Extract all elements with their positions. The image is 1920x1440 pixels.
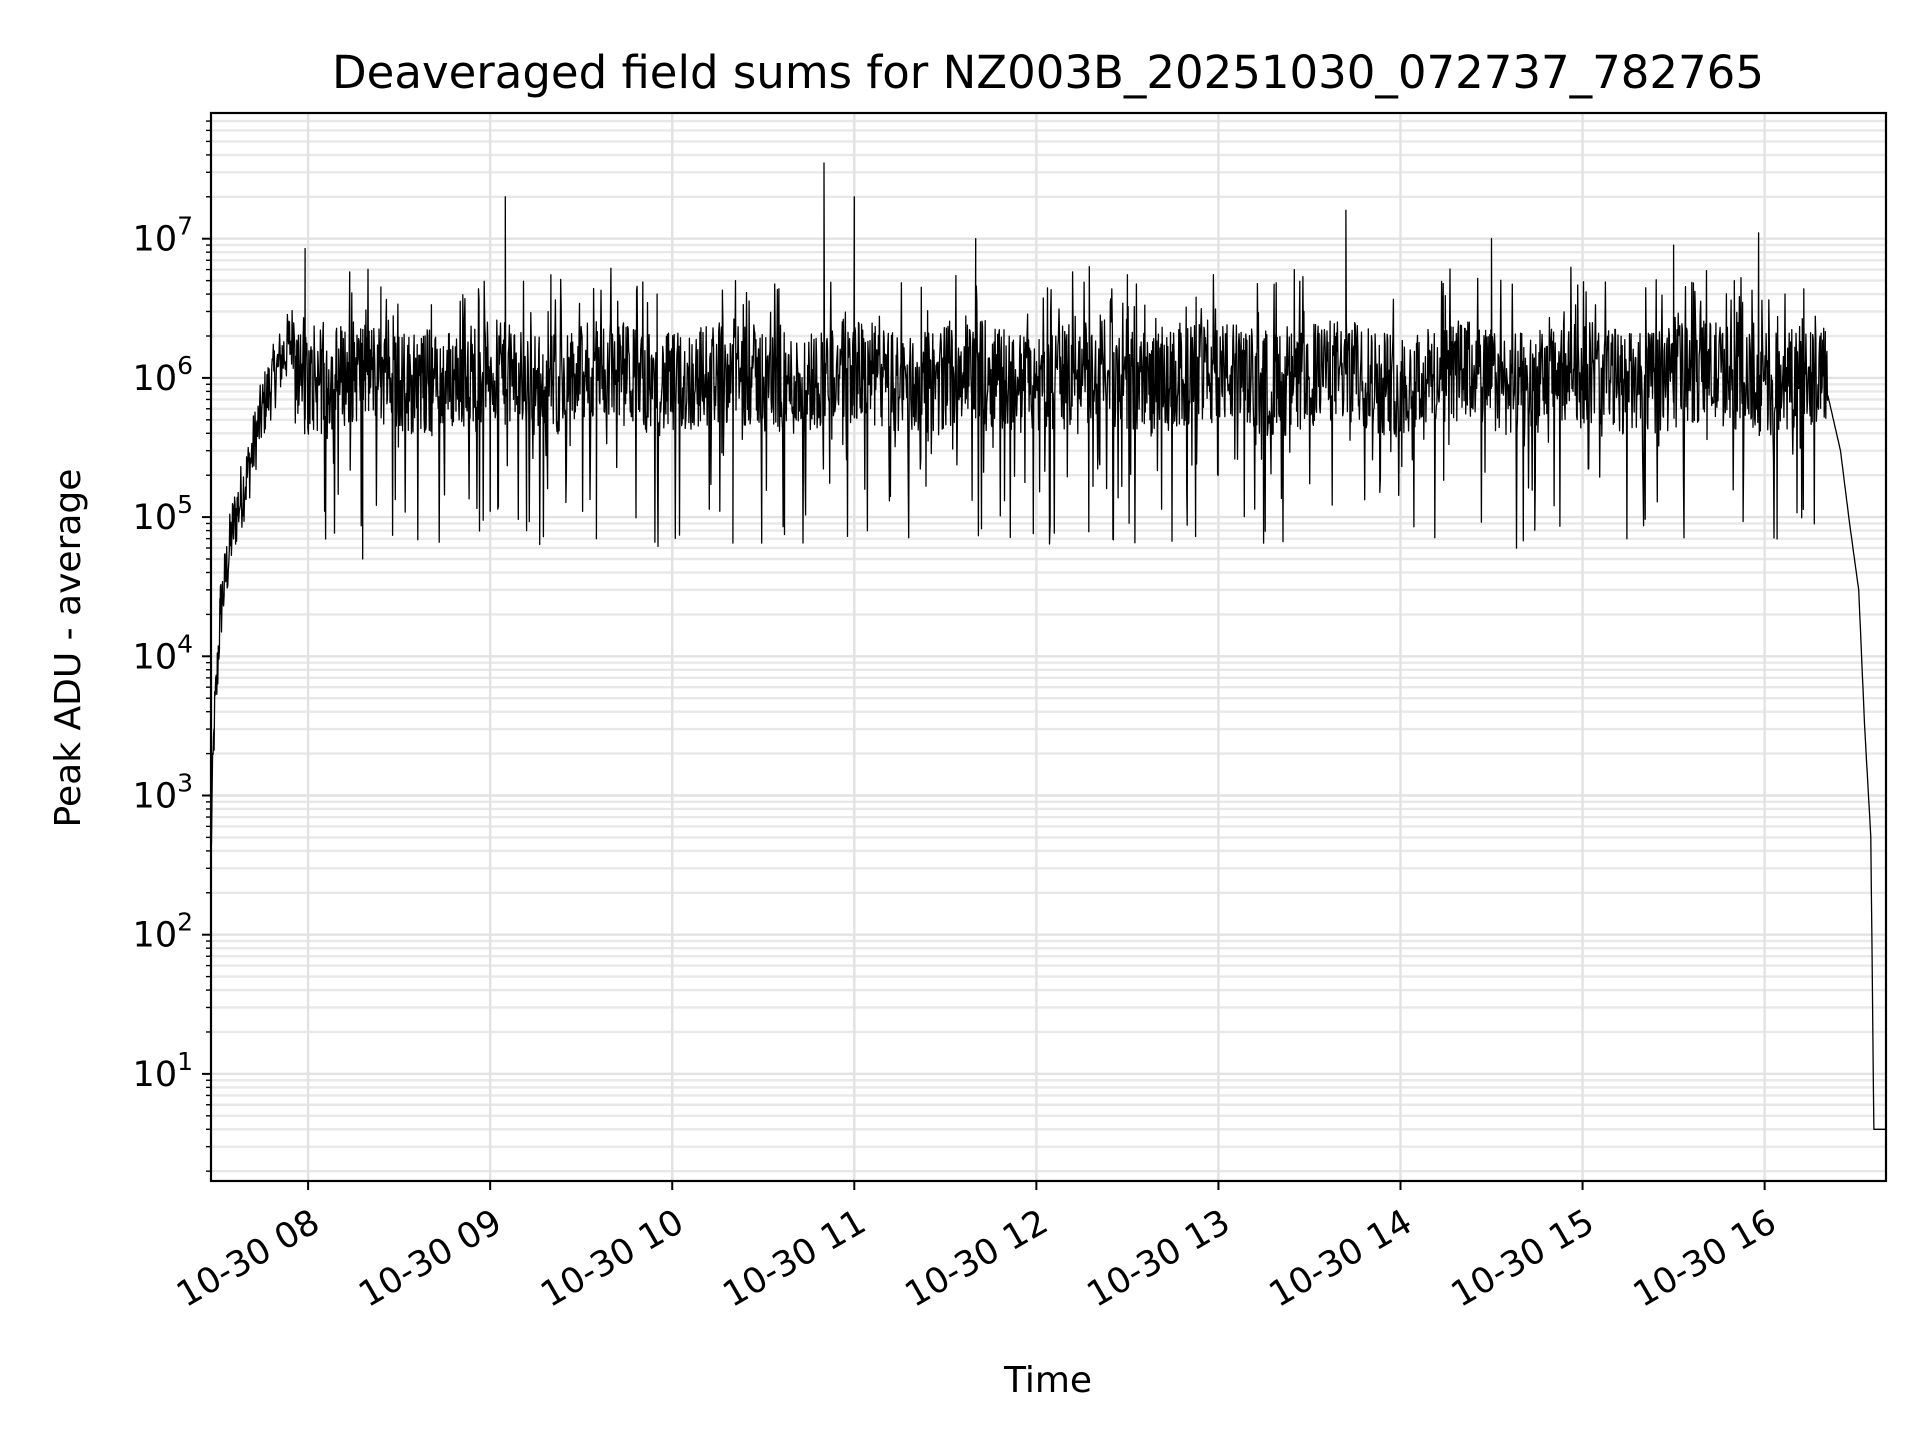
- series-layer: [210, 162, 1887, 1130]
- x-tick-label: 10-30 13: [1081, 1202, 1237, 1315]
- y-tick-label: 105: [133, 490, 193, 538]
- y-tick-exponent: 2: [177, 908, 193, 937]
- plot-frame: [209, 111, 1888, 1183]
- y-tick-base: 10: [133, 498, 178, 538]
- x-tick-label: 10-30 10: [534, 1202, 690, 1315]
- y-tick-exponent: 3: [177, 768, 193, 797]
- y-tick-base: 10: [133, 1055, 178, 1095]
- x-tick-label: 10-30 09: [352, 1202, 508, 1315]
- x-tick-label: 10-30 11: [717, 1202, 873, 1315]
- y-tick-exponent: 4: [177, 629, 193, 658]
- y-tick-label: 101: [133, 1047, 193, 1095]
- y-tick-base: 10: [133, 776, 178, 816]
- y-tick-label: 106: [133, 351, 193, 399]
- y-tick-label: 103: [133, 768, 193, 816]
- y-tick-exponent: 6: [177, 351, 193, 380]
- y-tick-exponent: 5: [177, 490, 193, 519]
- chart-title: Deaveraged field sums for NZ003B_2025103…: [332, 46, 1764, 99]
- x-tick-label: 10-30 14: [1263, 1202, 1419, 1315]
- x-tick-label: 10-30 16: [1627, 1202, 1783, 1315]
- y-tick-base: 10: [133, 359, 178, 399]
- y-tick-label: 104: [133, 629, 193, 677]
- y-tick-label: 102: [133, 908, 193, 956]
- y-tick-base: 10: [133, 916, 178, 956]
- x-axis-label: Time: [1003, 1360, 1092, 1401]
- y-tick-base: 10: [133, 637, 178, 677]
- x-tick-label: 10-30 08: [170, 1202, 326, 1315]
- grid-lines: [211, 113, 1886, 1181]
- y-axis-label: Peak ADU - average: [48, 469, 89, 828]
- x-tick-label: 10-30 15: [1445, 1202, 1601, 1315]
- y-tick-exponent: 1: [177, 1047, 193, 1076]
- y-tick-label: 107: [133, 212, 193, 260]
- y-tick-exponent: 7: [177, 212, 193, 241]
- y-tick-base: 10: [133, 220, 178, 260]
- series-line-0: [210, 162, 1887, 1130]
- x-tick-label: 10-30 12: [899, 1202, 1055, 1315]
